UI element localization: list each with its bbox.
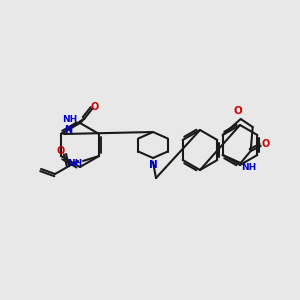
Text: NH: NH bbox=[241, 163, 256, 172]
Text: O: O bbox=[90, 101, 99, 112]
Text: NH: NH bbox=[62, 115, 78, 124]
Text: N: N bbox=[148, 160, 158, 170]
Text: N: N bbox=[64, 125, 72, 135]
Text: O: O bbox=[233, 106, 242, 116]
Text: O: O bbox=[57, 146, 65, 156]
Text: O: O bbox=[262, 139, 270, 149]
Text: NH: NH bbox=[68, 158, 83, 167]
